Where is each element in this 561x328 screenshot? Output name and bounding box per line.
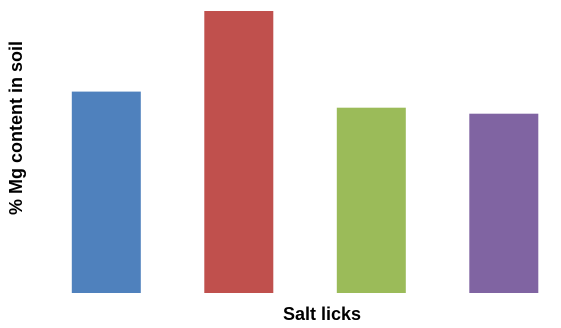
bar-4: [469, 113, 539, 293]
y-axis-title: % Mg content in soil: [6, 41, 26, 215]
bar-1: [71, 91, 141, 293]
bar-2: [204, 11, 274, 293]
bar-series: [71, 11, 539, 293]
bar-3: [336, 107, 406, 293]
x-axis-title: Salt licks: [283, 304, 361, 324]
